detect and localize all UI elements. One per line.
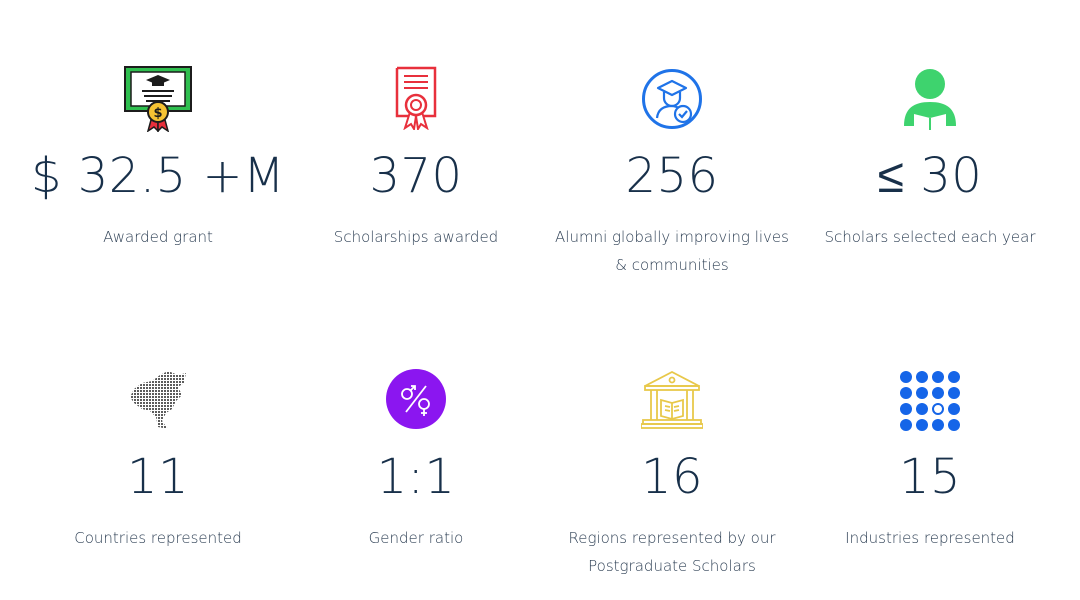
stat-value: $ 32.5 +M [30,148,286,204]
gender-symbol-icon [386,369,446,429]
dotted-map-icon [130,371,186,429]
stat-scholars-selected: ≤ 30 Scholars selected each year [801,0,1059,300]
stat-label: Industries represented [845,529,1015,547]
stat-label: Countries represented [74,529,242,547]
certificate-icon: $ [124,66,192,132]
stat-awarded-grant: $ $ 32.5 +M Awarded grant [29,0,287,300]
stat-gender-ratio: 1:1 Gender ratio [287,300,545,600]
stat-label: Scholarships awarded [333,228,499,246]
stat-countries: 11 Countries represented [29,300,287,600]
stat-value: 11 [126,449,190,505]
stat-label: Awarded grant [103,228,213,246]
stat-label: Regions represented by our Postgraduate … [568,529,776,575]
stat-value: ≤ 30 [877,148,983,204]
dots-grid-icon [900,371,960,431]
stat-label: Gender ratio [368,529,464,547]
graduate-badge-icon [642,69,702,129]
stat-value: 15 [898,449,962,505]
award-document-icon [395,66,437,130]
stat-value: 16 [640,449,704,505]
stat-regions: 16 Regions represented by our Postgradua… [543,300,801,600]
stat-value: 370 [369,148,463,204]
scholar-reading-icon [904,69,956,130]
stat-value: 1:1 [376,449,456,505]
stat-industries: 15 Industries represented [801,300,1059,600]
stat-alumni-globally: 256 Alumni globally improving lives & co… [543,0,801,300]
library-building-icon [641,370,703,429]
svg-text:$: $ [153,106,162,121]
stat-scholarships-awarded: 370 Scholarships awarded [287,0,545,300]
stat-label: Scholars selected each year [824,228,1036,246]
stat-label: Alumni globally improving lives & commun… [555,228,789,274]
stat-value: 256 [625,148,719,204]
